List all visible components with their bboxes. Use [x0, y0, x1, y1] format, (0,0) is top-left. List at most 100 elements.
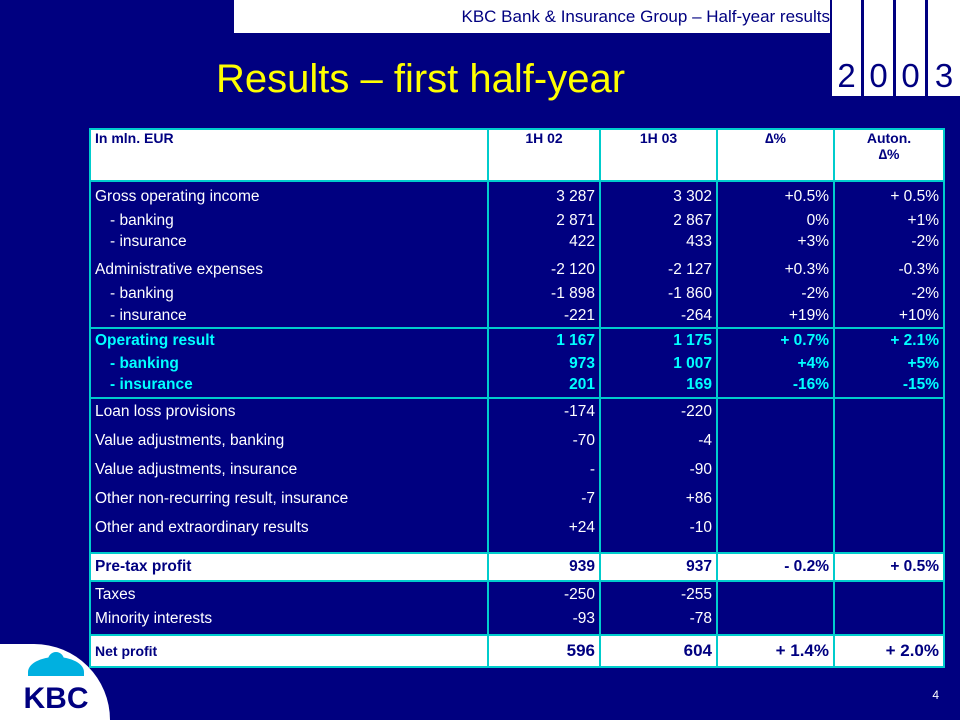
cell-delta: 0% [806, 211, 829, 229]
cell-1h02: 939 [487, 551, 601, 581]
cell-1h02: 422 [569, 233, 595, 250]
cell-1h03: -4 [698, 431, 712, 449]
cell-1h03: -255 [680, 585, 712, 603]
cell-1h02: 973 [569, 354, 595, 372]
cell-auton-delta: + 0.5% [890, 188, 939, 205]
empty-cell [833, 579, 945, 635]
year-box: 3 [926, 0, 960, 96]
cell-auton-delta: -0.3% [898, 261, 940, 278]
row-label: Operating result [95, 332, 215, 349]
cell-auton-delta: +5% [907, 354, 939, 372]
table-row-pretax-profit: Pre-tax profit 939 937 - 0.2% + 0.5% [89, 551, 945, 581]
table-group-operating-result: Operating result - banking - insurance 1… [89, 327, 945, 398]
cell-1h03: -2 127 [668, 261, 712, 278]
year-digit: 3 [934, 57, 954, 94]
row-label: - banking [110, 211, 174, 229]
cell-delta: +19% [788, 307, 829, 324]
cell-1h03: -90 [689, 460, 712, 478]
cell-1h02: -174 [563, 402, 595, 420]
cell-1h02: -7 [581, 489, 595, 507]
row-label: Loan loss provisions [95, 402, 236, 420]
cell-auton-delta: -2% [911, 233, 939, 250]
table-group-provisions: Loan loss provisions Value adjustments, … [89, 396, 945, 553]
cell-1h03: -220 [680, 402, 712, 420]
cell-1h03: -78 [689, 609, 712, 627]
cell-delta: -16% [792, 375, 829, 393]
year-boxes: 2 0 0 3 [830, 0, 960, 98]
table-header-row: In mln. EUR 1H 02 1H 03 ∆% Auton. ∆% [89, 128, 945, 181]
cell-1h02: 2 871 [556, 211, 595, 229]
empty-cell [716, 396, 835, 553]
row-label: - banking [110, 284, 174, 302]
cell-1h02: 1 167 [556, 332, 595, 349]
cell-1h03: +86 [685, 489, 712, 507]
cell-1h02: -1 898 [551, 284, 595, 302]
header-text: KBC Bank & Insurance Group – Half-year r… [461, 7, 831, 26]
header-1h03: 1H 03 [599, 128, 718, 181]
cell-delta: +0.5% [784, 188, 829, 205]
page-title: Results – first half-year [216, 57, 626, 101]
cell-delta: -2% [801, 284, 829, 302]
cell-1h03: 937 [599, 551, 718, 581]
table-group-income-expenses: Gross operating income - banking - insur… [89, 180, 945, 328]
year-digit: 0 [869, 57, 888, 94]
year-box: 0 [862, 0, 893, 96]
cell-auton-delta: + 2.1% [890, 332, 939, 349]
row-label: Value adjustments, banking [95, 431, 285, 449]
table-group-taxes: Taxes Minority interests -250 -93 -255 -… [89, 579, 945, 635]
row-label: - banking [110, 354, 179, 372]
row-label: - insurance [110, 375, 193, 393]
empty-cell [833, 396, 945, 553]
cell-1h03: 169 [686, 375, 712, 393]
cell-auton-delta: -15% [902, 375, 939, 393]
cell-auton-delta: -2% [911, 284, 939, 302]
header-delta: ∆% [716, 128, 835, 181]
cell-1h03: 1 175 [673, 332, 712, 349]
kbc-logo-icon: KBC [24, 652, 89, 715]
empty-cell [716, 579, 835, 635]
cell-1h02: -221 [563, 307, 595, 324]
row-label: Minority interests [95, 609, 213, 627]
year-digit: 2 [837, 57, 856, 94]
cell-1h02: -70 [572, 431, 595, 449]
cell-1h02: +24 [568, 518, 595, 536]
row-label: - insurance [110, 233, 187, 250]
cell-1h03: -264 [680, 307, 712, 324]
year-box: 2 [830, 0, 861, 96]
row-label: Gross operating income [95, 188, 260, 205]
cell-delta: +3% [797, 233, 829, 250]
year-box: 0 [894, 0, 925, 96]
cell-1h02: 3 287 [556, 188, 595, 205]
row-label: Administrative expenses [95, 261, 263, 278]
header-auton: Auton. [866, 130, 912, 146]
cell-1h03: 433 [686, 233, 712, 250]
cell-1h03: 1 007 [673, 354, 712, 372]
cell-1h03: 604 [599, 633, 718, 668]
logo-text: KBC [24, 682, 89, 715]
cell-1h02: 596 [487, 633, 601, 668]
cell-auton-delta: + 2.0% [833, 633, 945, 668]
results-table: In mln. EUR 1H 02 1H 03 ∆% Auton. ∆% Gro… [89, 128, 945, 668]
cell-auton-delta: +1% [907, 211, 939, 229]
year-digit: 0 [901, 57, 920, 94]
row-label: Taxes [95, 585, 136, 603]
header-1h02: 1H 02 [487, 128, 601, 181]
kbc-logo: KBC [0, 644, 110, 720]
header-auton-pct: ∆% [878, 146, 900, 162]
row-label: Net profit [89, 633, 489, 668]
cell-delta: + 0.7% [780, 332, 829, 349]
cell-auton-delta: + 0.5% [833, 551, 945, 581]
cell-delta: - 0.2% [716, 551, 835, 581]
cell-1h03: 2 867 [673, 211, 712, 229]
cell-1h03: -10 [689, 518, 712, 536]
header-label: In mln. EUR [89, 128, 489, 181]
page-number: 4 [932, 688, 939, 702]
header-bar: KBC Bank & Insurance Group – Half-year r… [234, 0, 836, 33]
cell-1h02: -250 [563, 585, 595, 603]
cell-1h02: -2 120 [551, 261, 595, 278]
cell-1h03: -1 860 [668, 284, 712, 302]
row-label: Other and extraordinary results [95, 518, 309, 536]
row-label: Pre-tax profit [89, 551, 489, 581]
row-label: Value adjustments, insurance [95, 460, 298, 478]
cell-delta: + 1.4% [716, 633, 835, 668]
